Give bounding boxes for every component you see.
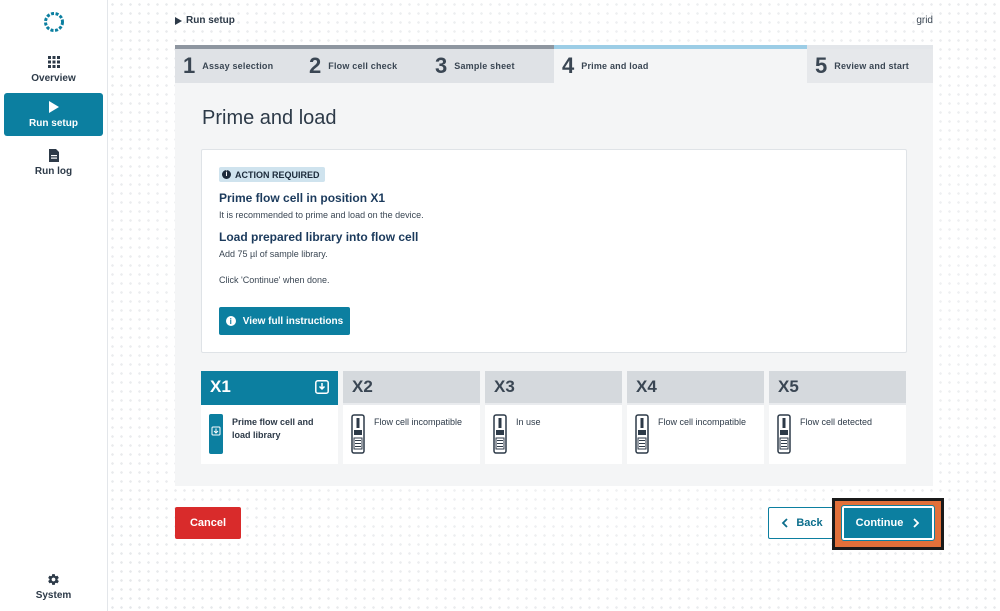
host-name: grid	[916, 15, 933, 26]
stepper: 1 Assay selection 2 Flow cell check 3 Sa…	[175, 45, 933, 83]
step-number: 5	[815, 53, 828, 78]
caret-right-icon	[175, 16, 182, 25]
step-label: Flow cell check	[328, 61, 398, 71]
grid-icon	[47, 55, 60, 69]
badge-label: ACTION REQUIRED	[235, 169, 320, 180]
position-id: X1	[210, 377, 231, 396]
sidebar-item-label: Run log	[34, 166, 73, 177]
flow-cell-icon	[209, 414, 223, 454]
flow-cell-icon	[493, 414, 507, 454]
position-body: Flow cell detected	[769, 405, 906, 464]
position-id: X2	[352, 377, 373, 396]
step-flow-cell-check[interactable]: 2 Flow cell check	[301, 45, 427, 83]
position-status: Flow cell detected	[800, 417, 873, 427]
instructions-card: i ACTION REQUIRED Prime flow cell in pos…	[201, 149, 907, 353]
page-title: Prime and load	[202, 107, 337, 129]
step-prime-and-load[interactable]: 4 Prime and load	[554, 45, 807, 83]
prime-text: It is recommended to prime and load on t…	[219, 210, 424, 220]
position-header: X3	[485, 371, 622, 405]
document-icon	[48, 148, 59, 162]
step-label: Prime and load	[581, 61, 649, 71]
step-number: 1	[183, 53, 196, 78]
gear-icon	[47, 572, 60, 586]
sidebar-item-label: System	[35, 590, 72, 601]
step-number: 2	[309, 53, 322, 78]
load-text: Add 75 µl of sample library.	[219, 249, 328, 259]
button-label: Continue	[855, 517, 904, 529]
position-id: X4	[636, 377, 657, 396]
step-label: Sample sheet	[454, 61, 515, 71]
breadcrumb[interactable]: Run setup	[175, 15, 235, 26]
position-body: Prime flow cell and load library	[201, 405, 338, 464]
position-body: Flow cell incompatible	[343, 405, 480, 464]
sidebar-item-run-setup[interactable]: Run setup	[4, 93, 103, 136]
sidebar-item-run-log[interactable]: Run log	[4, 141, 103, 184]
chevron-left-icon	[782, 518, 788, 528]
action-required-badge: i ACTION REQUIRED	[219, 167, 325, 182]
position-status: Prime flow cell and load library	[232, 417, 314, 440]
info-icon: i	[225, 316, 236, 326]
position-card-x2[interactable]: X2 Flow cell incompatible	[343, 371, 480, 464]
play-icon	[48, 100, 59, 114]
sidebar-item-system[interactable]: System	[4, 565, 103, 608]
position-status: Flow cell incompatible	[658, 417, 747, 427]
app-logo-icon	[44, 12, 64, 32]
position-header: X4	[627, 371, 764, 405]
flow-cell-icon	[777, 414, 791, 454]
button-label: Back	[796, 517, 823, 529]
download-icon	[315, 380, 329, 394]
position-body: Flow cell incompatible	[627, 405, 764, 464]
position-header: X2	[343, 371, 480, 405]
position-id: X5	[778, 377, 799, 396]
step-label: Review and start	[834, 61, 909, 71]
chevron-right-icon	[913, 518, 920, 528]
step-label: Assay selection	[202, 61, 274, 71]
main-panel: Prime and load i ACTION REQUIRED Prime f…	[175, 83, 933, 486]
button-label: View full instructions	[242, 315, 344, 327]
continue-button[interactable]: Continue	[841, 505, 935, 541]
step-sample-sheet[interactable]: 3 Sample sheet	[427, 45, 554, 83]
sidebar-item-label: Run setup	[29, 118, 78, 129]
flow-cell-icon	[351, 414, 365, 454]
load-heading: Load prepared library into flow cell	[219, 230, 419, 244]
position-id: X3	[494, 377, 515, 396]
back-button[interactable]: Back	[768, 507, 836, 539]
view-instructions-button[interactable]: i View full instructions	[219, 307, 350, 335]
position-card-x5[interactable]: X5 Flow cell detected	[769, 371, 906, 464]
cancel-button[interactable]: Cancel	[175, 507, 241, 539]
prime-heading: Prime flow cell in position X1	[219, 191, 386, 205]
breadcrumb-label: Run setup	[186, 15, 235, 26]
step-review-and-start[interactable]: 5 Review and start	[807, 45, 933, 83]
position-status: Flow cell incompatible	[374, 417, 463, 427]
position-card-x3[interactable]: X3 In use	[485, 371, 622, 464]
position-body: In use	[485, 405, 622, 464]
position-status: In use	[516, 417, 541, 427]
sidebar-item-overview[interactable]: Overview	[4, 48, 103, 91]
flow-cell-icon	[635, 414, 649, 454]
step-assay-selection[interactable]: 1 Assay selection	[175, 45, 301, 83]
step-number: 3	[435, 53, 448, 78]
continue-hint: Click 'Continue' when done.	[219, 275, 330, 285]
position-header: X5	[769, 371, 906, 405]
position-card-x1[interactable]: X1 Prime flow cell and load library	[201, 371, 338, 464]
sidebar-item-label: Overview	[31, 73, 76, 84]
position-header: X1	[201, 371, 338, 405]
sidebar: Overview Run setup Run log System	[0, 0, 108, 611]
step-number: 4	[562, 53, 575, 78]
position-card-x4[interactable]: X4 Flow cell incompatible	[627, 371, 764, 464]
info-icon: i	[222, 170, 231, 179]
